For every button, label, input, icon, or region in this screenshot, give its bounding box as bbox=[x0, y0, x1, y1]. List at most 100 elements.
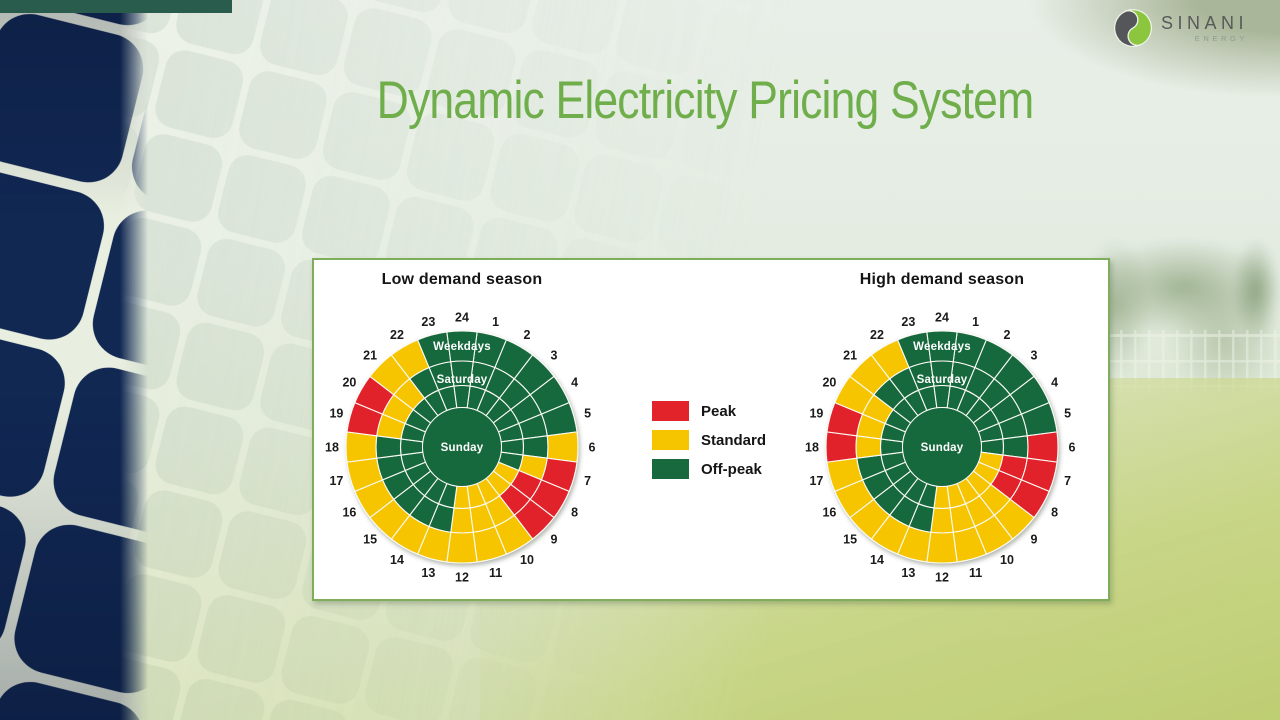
background-trees bbox=[1080, 238, 1280, 403]
hour-label-1: 1 bbox=[492, 315, 499, 329]
sunburst-low-demand: SundaySaturdayWeekdays123456789101112131… bbox=[325, 310, 596, 584]
ring-label-sunday: Sunday bbox=[921, 442, 964, 454]
hour-label-22: 22 bbox=[870, 328, 884, 342]
hour-label-3: 3 bbox=[1030, 348, 1037, 362]
hour-label-20: 20 bbox=[822, 375, 836, 389]
hour-label-17: 17 bbox=[329, 474, 343, 488]
hour-label-13: 13 bbox=[901, 566, 915, 580]
chart-low-demand: Low demand season Sunday Saturday Weekdays… bbox=[312, 260, 612, 584]
weekdays-hour-18-peak bbox=[825, 431, 858, 463]
hour-label-7: 7 bbox=[584, 474, 591, 488]
legend: Peak Standard Off-peak bbox=[652, 401, 766, 479]
brand-logo: SINANI ENERGY bbox=[1112, 7, 1248, 49]
hour-label-12: 12 bbox=[935, 570, 949, 584]
hour-label-14: 14 bbox=[870, 553, 884, 567]
hour-label-18: 18 bbox=[805, 440, 819, 454]
weekdays-hour-6-standard bbox=[546, 431, 579, 463]
hour-label-20: 20 bbox=[342, 375, 356, 389]
center-disc bbox=[422, 407, 502, 487]
saturday-hour-6-offpeak bbox=[522, 435, 549, 459]
hour-label-19: 19 bbox=[329, 407, 343, 421]
hour-label-18: 18 bbox=[325, 440, 339, 454]
sunday-hour-24-offpeak bbox=[453, 384, 471, 409]
hour-label-9: 9 bbox=[550, 532, 557, 546]
hour-label-4: 4 bbox=[1051, 375, 1058, 389]
hour-label-3: 3 bbox=[550, 348, 557, 362]
hour-label-23: 23 bbox=[421, 315, 435, 329]
ring-label-saturday: Saturday bbox=[917, 374, 968, 386]
hour-label-21: 21 bbox=[843, 348, 857, 362]
solar-panel-shading bbox=[0, 0, 160, 720]
sunday-hour-24-offpeak bbox=[933, 384, 951, 409]
hour-label-17: 17 bbox=[809, 474, 823, 488]
weekdays-hour-18-standard bbox=[345, 431, 378, 463]
hour-label-6: 6 bbox=[1069, 440, 1076, 454]
legend-item-standard: Standard bbox=[652, 430, 766, 450]
panel-top-edge bbox=[0, 0, 232, 13]
hour-label-11: 11 bbox=[489, 566, 502, 580]
hour-label-23: 23 bbox=[901, 315, 915, 329]
saturday-hour-12-standard bbox=[450, 507, 474, 534]
hour-label-2: 2 bbox=[524, 328, 531, 342]
hour-label-12: 12 bbox=[455, 570, 469, 584]
hour-label-8: 8 bbox=[571, 505, 578, 519]
legend-item-peak: Peak bbox=[652, 401, 766, 421]
hour-label-7: 7 bbox=[1064, 474, 1071, 488]
hour-label-4: 4 bbox=[571, 375, 578, 389]
saturday-hour-18-standard bbox=[855, 435, 882, 459]
hour-label-10: 10 bbox=[520, 553, 534, 567]
ring-label-weekdays: Weekdays bbox=[433, 341, 491, 353]
peak-label: Peak bbox=[701, 402, 737, 420]
peak-swatch bbox=[652, 401, 689, 421]
hour-label-19: 19 bbox=[809, 407, 823, 421]
hour-label-24: 24 bbox=[455, 310, 469, 324]
center-disc bbox=[902, 407, 982, 487]
weekdays-hour-24-offpeak bbox=[446, 330, 478, 363]
hour-label-8: 8 bbox=[1051, 505, 1058, 519]
offpeak-label: Off-peak bbox=[701, 460, 762, 478]
standard-label: Standard bbox=[701, 431, 767, 449]
hour-label-10: 10 bbox=[1000, 553, 1014, 567]
hour-label-15: 15 bbox=[363, 532, 377, 546]
weekdays-hour-12-standard bbox=[926, 531, 958, 564]
sunburst-high-demand: SundaySaturdayWeekdays123456789101112131… bbox=[805, 310, 1076, 584]
hour-label-2: 2 bbox=[1004, 328, 1011, 342]
saturday-hour-18-offpeak bbox=[375, 435, 402, 459]
brand-name: SINANI bbox=[1161, 12, 1249, 33]
ring-label-weekdays: Weekdays bbox=[913, 341, 971, 353]
hour-label-14: 14 bbox=[390, 553, 404, 567]
hour-label-5: 5 bbox=[1064, 407, 1071, 421]
saturday-hour-12-standard bbox=[930, 507, 954, 534]
solar-panel-strip bbox=[0, 0, 160, 720]
hour-label-22: 22 bbox=[390, 328, 404, 342]
hour-label-9: 9 bbox=[1030, 532, 1037, 546]
standard-swatch bbox=[652, 430, 689, 450]
weekdays-hour-24-offpeak bbox=[926, 330, 958, 363]
weekdays-hour-6-peak bbox=[1026, 431, 1059, 463]
weekdays-hour-12-standard bbox=[446, 531, 478, 564]
chart-panel: Low demand season Sunday Saturday Weekdays… bbox=[312, 258, 1110, 601]
hour-label-24: 24 bbox=[935, 310, 949, 324]
hour-label-1: 1 bbox=[972, 315, 979, 329]
page-title: Dynamic Electricity Pricing System bbox=[376, 71, 1035, 130]
hour-label-16: 16 bbox=[822, 505, 836, 519]
chart-title-high-demand: High demand season bbox=[859, 271, 1025, 288]
chart-title-low-demand: Low demand season bbox=[381, 271, 543, 288]
saturday-hour-6-offpeak bbox=[1002, 435, 1029, 459]
legend-item-offpeak: Off-peak bbox=[652, 459, 766, 479]
offpeak-swatch bbox=[652, 459, 689, 479]
hour-label-15: 15 bbox=[843, 532, 857, 546]
hour-label-5: 5 bbox=[584, 407, 591, 421]
hour-label-13: 13 bbox=[421, 566, 435, 580]
ring-label-saturday: Saturday bbox=[437, 374, 488, 386]
background-fence bbox=[1106, 330, 1280, 392]
hour-label-6: 6 bbox=[589, 440, 596, 454]
hour-label-16: 16 bbox=[342, 505, 356, 519]
brand-logo-swirl-icon bbox=[1114, 9, 1152, 47]
hour-label-11: 11 bbox=[969, 566, 982, 580]
brand-tagline: ENERGY bbox=[1194, 33, 1249, 43]
ring-label-sunday: Sunday bbox=[441, 442, 484, 454]
hour-label-21: 21 bbox=[363, 348, 377, 362]
chart-high-demand: High demand season Sunday Saturday Weekday… bbox=[792, 260, 1092, 584]
